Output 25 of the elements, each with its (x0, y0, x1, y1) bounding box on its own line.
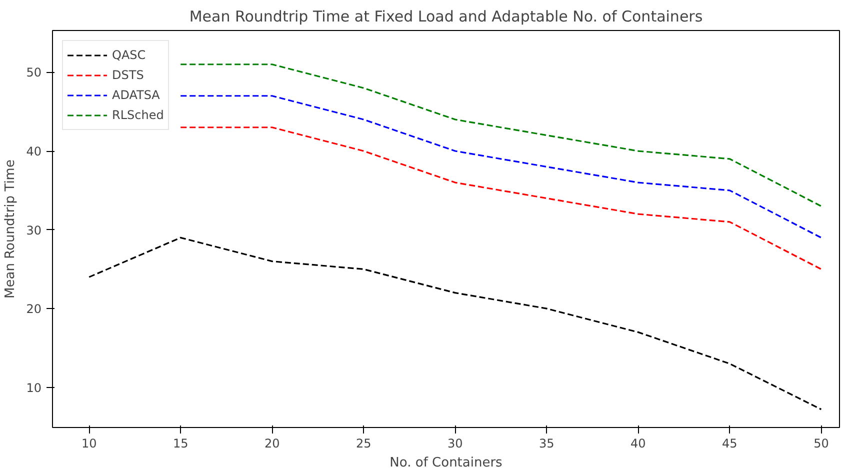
y-tick-label: 40 (26, 144, 42, 159)
x-tick-label: 20 (264, 436, 280, 450)
legend-label: QASC (112, 48, 146, 62)
line-series (180, 126, 822, 270)
x-tick-label: 50 (814, 436, 829, 450)
line-series (180, 64, 822, 207)
line-series (88, 236, 822, 410)
x-tick-label: 30 (448, 436, 463, 450)
x-tick-label: 25 (356, 436, 372, 450)
x-tick-label: 35 (539, 436, 554, 450)
x-tick-label: 45 (722, 436, 738, 450)
y-tick-label: 30 (26, 223, 42, 238)
x-tick-label: 40 (630, 436, 646, 450)
legend-label: RLSched (112, 108, 164, 122)
y-tick-label: 50 (26, 66, 42, 80)
x-tick-label: 10 (81, 436, 97, 450)
y-tick-label: 20 (26, 302, 42, 316)
x-axis-title: No. of Containers (390, 456, 503, 470)
y-axis-title: Mean Roundtrip Time (3, 160, 18, 298)
chart-title: Mean Roundtrip Time at Fixed Load and Adaptable No. of Containers (189, 8, 703, 26)
y-tick-label: 10 (26, 380, 42, 395)
legend-label: DSTS (112, 68, 144, 82)
line-series (180, 95, 822, 238)
legend-label: ADATSA (112, 88, 160, 102)
x-tick-label: 15 (172, 436, 188, 450)
